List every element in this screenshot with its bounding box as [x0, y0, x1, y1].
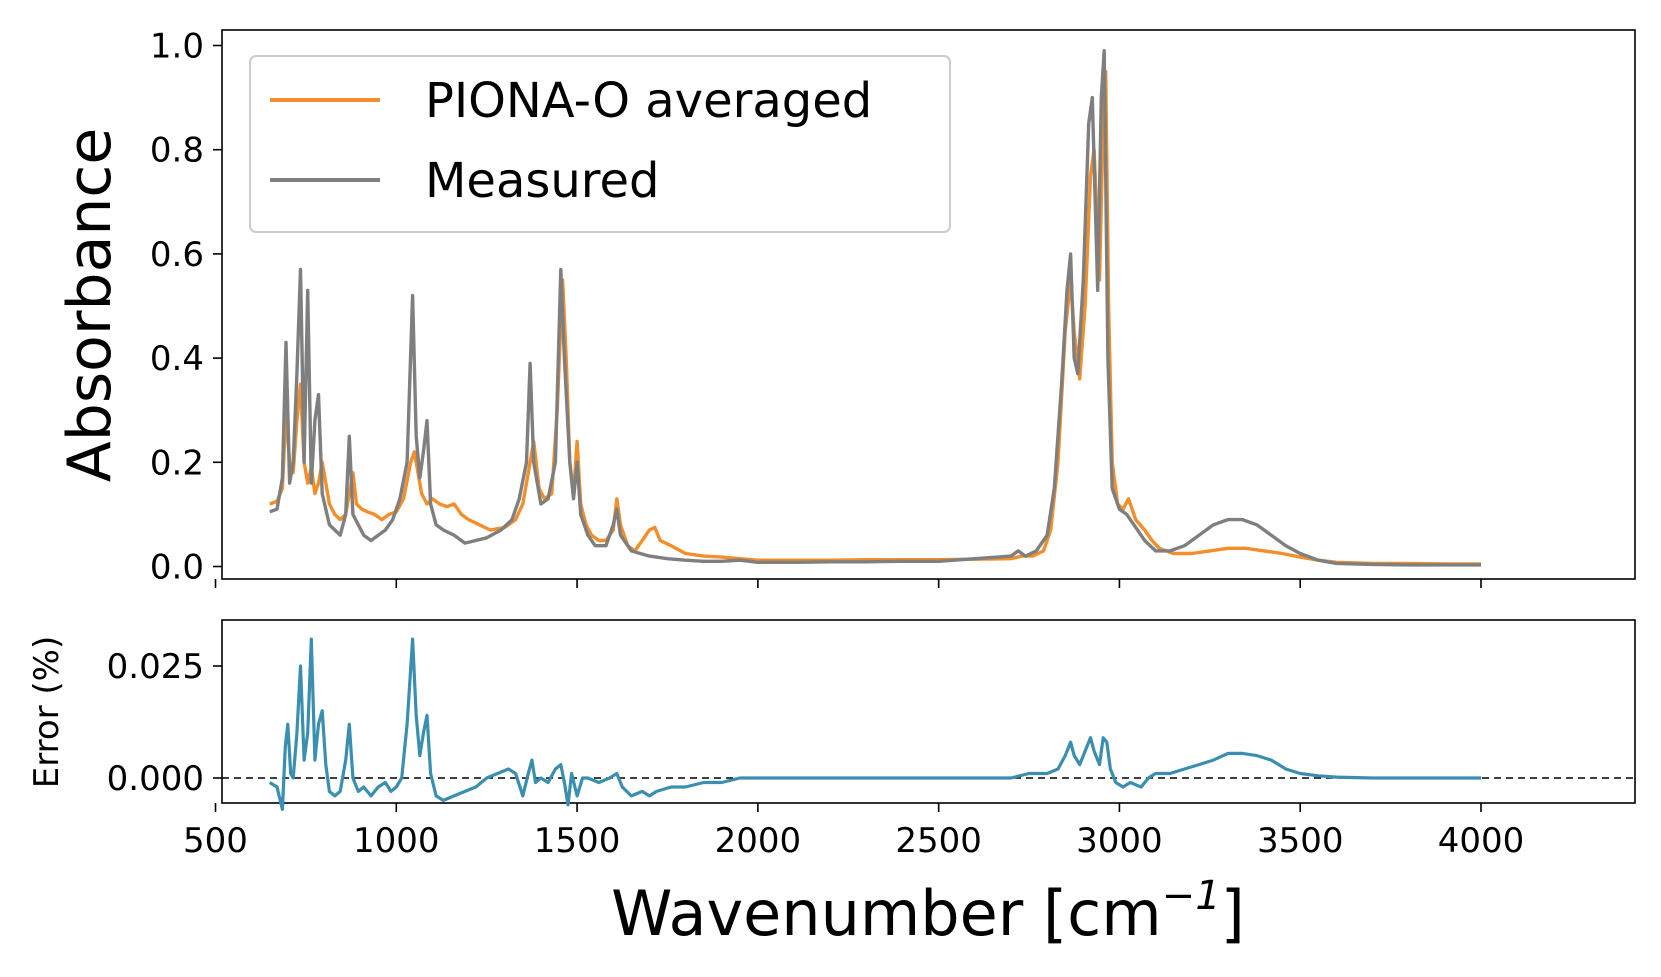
error-y-ticks: 0.000 0.025: [107, 647, 222, 799]
error-series-group: [268, 637, 1481, 811]
x-tick-label-1500: 1500: [534, 821, 621, 861]
y-tick-label-0-2: 0.2: [150, 443, 204, 483]
error-axis-title: Error (%): [27, 636, 67, 789]
x-tick-label-4000: 4000: [1438, 821, 1525, 861]
y-tick-label-1-0: 1.0: [150, 27, 204, 67]
series-line-error: [268, 637, 1481, 811]
wavenumber-axis-title: Wavenumber [cm−1]: [611, 873, 1245, 950]
error-y-tick-label-0-000: 0.000: [107, 759, 204, 799]
y-tick-label-0-6: 0.6: [150, 235, 204, 275]
x-title-suffix: ]: [1221, 877, 1245, 950]
legend: PIONA-O averaged Measured: [249, 55, 951, 233]
y-tick-label-0-8: 0.8: [150, 131, 204, 171]
absorbance-series-group: [269, 49, 1481, 567]
y-tick-label-0-0: 0.0: [150, 548, 204, 588]
x-tick-label-1000: 1000: [353, 821, 440, 861]
error-y-tick-label-0-025: 0.025: [107, 647, 204, 687]
x-tick-label-3500: 3500: [1257, 821, 1344, 861]
x-tick-label-500: 500: [183, 821, 248, 861]
absorbance-x-ticks: [214, 579, 1482, 588]
x-tick-label-2500: 2500: [895, 821, 982, 861]
absorbance-y-ticks: 0.0 0.2 0.4 0.6 0.8 1.0: [150, 27, 222, 588]
legend-label-piona-o-averaged: PIONA-O averaged: [425, 73, 872, 129]
absorbance-panel: 0.0 0.2 0.4 0.6 0.8 1.0 Absorbance PIONA-O av…: [55, 27, 1636, 588]
legend-label-measured: Measured: [425, 153, 659, 209]
x-tick-label-3000: 3000: [1076, 821, 1163, 861]
error-panel: 0.000 0.025 500 1000 1500 2000 2500 3000 3500 40…: [27, 619, 1636, 950]
legend-box: [249, 55, 951, 233]
top-plot-frame: [221, 29, 1636, 580]
x-tick-label-2000: 2000: [715, 821, 802, 861]
absorbance-axis-title: Absorbance: [55, 128, 125, 483]
error-x-ticks: 500 1000 1500 2000 2500 3000 3500 4000: [183, 803, 1524, 861]
series-line-measured: [269, 49, 1481, 567]
x-title-sup: −1: [1162, 873, 1221, 919]
bottom-plot-frame: [221, 619, 1636, 804]
x-title-main: Wavenumber [cm: [611, 877, 1162, 950]
y-tick-label-0-4: 0.4: [150, 339, 204, 379]
